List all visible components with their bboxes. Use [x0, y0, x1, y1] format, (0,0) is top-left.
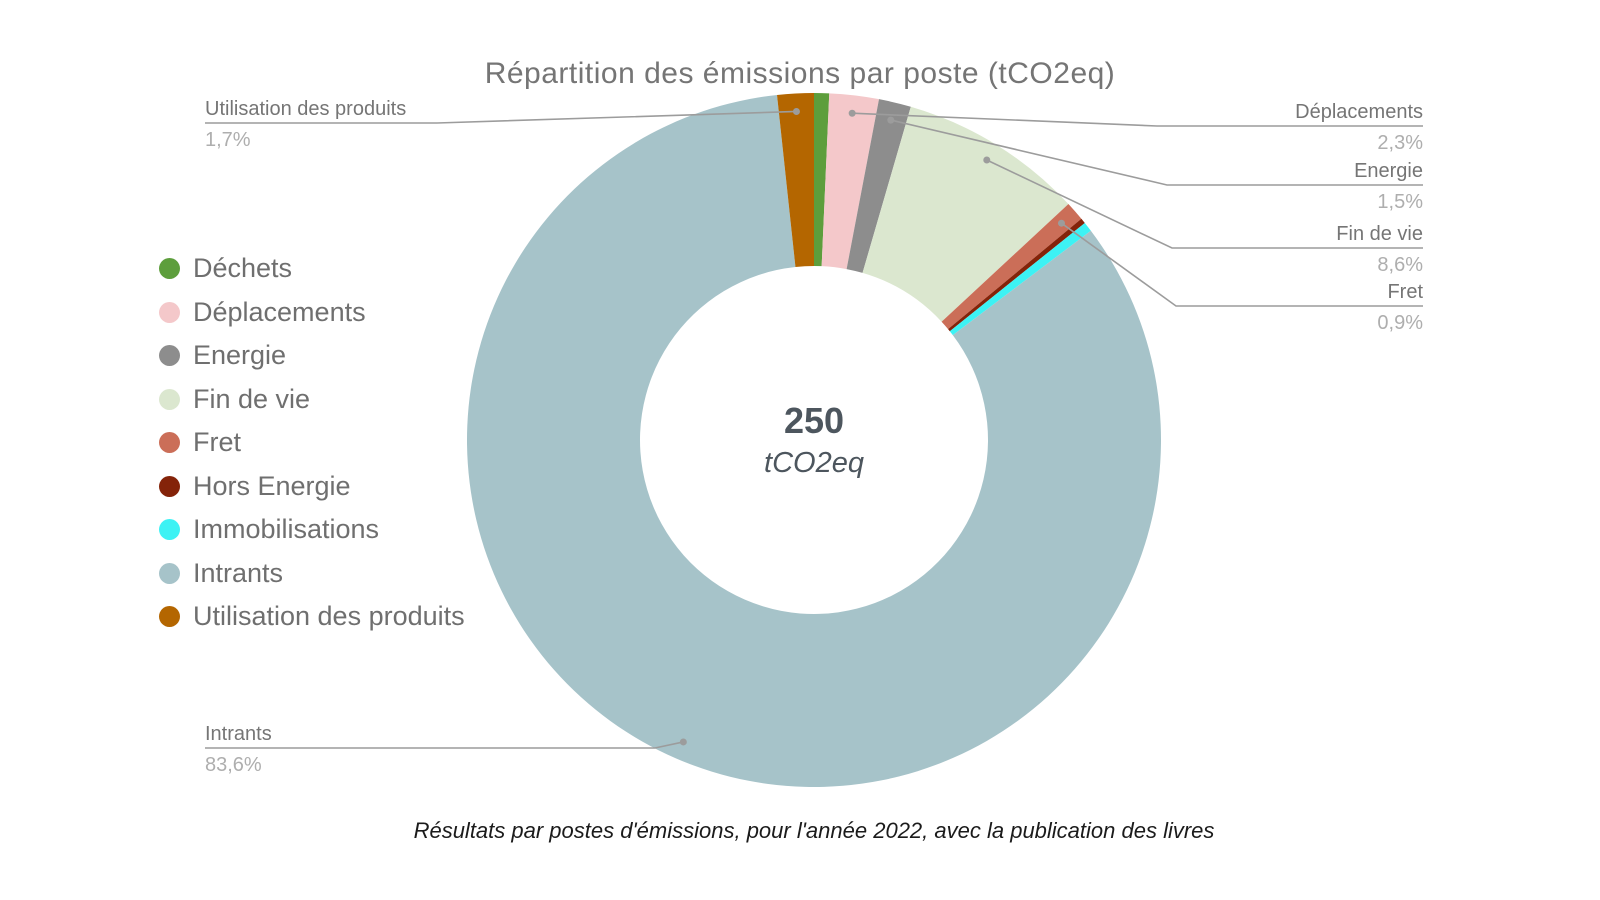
legend-item-energie: Energie	[159, 334, 465, 378]
legend-swatch-energie	[159, 345, 180, 367]
legend-swatch-deplacements	[159, 301, 180, 323]
legend-item-deplacements: Déplacements	[159, 291, 465, 335]
legend-label: Intrants	[193, 557, 284, 588]
slice-deplacements	[821, 93, 880, 270]
chart-caption: Résultats par postes d'émissions, pour l…	[413, 818, 1215, 843]
callout-label: Fret	[1387, 281, 1423, 303]
legend-swatch-hors-energie	[159, 475, 180, 497]
total-unit: tCO2eq	[764, 447, 864, 479]
legend-swatch-immobilisations	[159, 519, 180, 541]
slice-utilisation-des-produits	[777, 93, 814, 267]
leader-line-energie	[890, 119, 1423, 186]
callout-percentage: 1,7%	[205, 129, 251, 151]
callout-percentage: 1,5%	[1377, 191, 1423, 213]
callout-label: Intrants	[205, 723, 272, 745]
legend-swatch-fin-de-vie	[159, 388, 180, 410]
total-value: 250	[783, 400, 845, 441]
leader-dot-utilisation-des-produits	[792, 107, 800, 115]
slice-dechets	[814, 93, 830, 267]
slice-intrants	[467, 94, 1162, 788]
callout-percentage: 2,3%	[1377, 132, 1423, 154]
legend-label: Déplacements	[193, 296, 366, 327]
legend-item-intrants: Intrants	[159, 552, 465, 596]
legend-label: Energie	[193, 340, 287, 371]
legend-swatch-dechets	[159, 258, 180, 280]
leader-line-utilisation-des-produits	[205, 110, 797, 124]
legend-item-dechets: Déchets	[159, 247, 465, 291]
legend-label: Déchets	[193, 253, 293, 284]
callout-percentage: 0,9%	[1377, 312, 1423, 334]
legend-swatch-intrants	[159, 562, 180, 584]
legend-item-hors-energie: Hors Energie	[159, 465, 465, 509]
callout-label: Energie	[1354, 160, 1423, 182]
callout-label: Fin de vie	[1336, 223, 1423, 245]
legend-item-utilisation-des-produits: Utilisation des produits	[159, 595, 465, 639]
slice-fin-de-vie	[862, 106, 1069, 322]
callout-fret: Fret 0,9%	[1377, 280, 1423, 335]
leader-line-deplacements	[852, 112, 1423, 127]
callout-utilisation-des-produits: Utilisation des produits 1,7%	[205, 97, 406, 152]
slice-hors-energie	[948, 218, 1085, 332]
legend-swatch-fret	[159, 432, 180, 454]
legend-label: Hors Energie	[193, 470, 351, 501]
leader-dot-energie	[887, 116, 895, 124]
leader-dot-fret	[1057, 219, 1065, 227]
legend-swatch-utilisation-des-produits	[159, 606, 180, 628]
legend: Déchets Déplacements Energie Fin de vie …	[159, 247, 465, 639]
callout-label: Utilisation des produits	[205, 98, 407, 120]
donut-center-label: 250 tCO2eq	[764, 400, 864, 480]
callout-intrants: Intrants 83,6%	[205, 722, 272, 777]
leader-dot-intrants	[679, 738, 687, 746]
legend-label: Fret	[193, 427, 242, 458]
slice-fret	[941, 204, 1082, 330]
callout-label: Déplacements	[1295, 101, 1423, 123]
legend-label: Utilisation des produits	[193, 601, 465, 632]
chart-title: Répartition des émissions par poste (tCO…	[484, 57, 1116, 90]
leader-line-fret	[1061, 222, 1423, 307]
leader-line-fin-de-vie	[986, 159, 1423, 249]
legend-item-fret: Fret	[159, 421, 465, 465]
legend-label: Immobilisations	[193, 514, 380, 545]
leader-dot-fin-de-vie	[983, 156, 991, 164]
callout-percentage: 83,6%	[205, 754, 262, 776]
legend-item-immobilisations: Immobilisations	[159, 508, 465, 552]
callout-energie: Energie 1,5%	[1354, 159, 1423, 214]
leader-dot-deplacements	[848, 109, 856, 117]
callout-deplacements: Déplacements 2,3%	[1295, 100, 1423, 155]
legend-label: Fin de vie	[193, 383, 311, 414]
callout-fin-de-vie: Fin de vie 8,6%	[1336, 222, 1423, 277]
callout-percentage: 8,6%	[1377, 254, 1423, 276]
slice-immobilisations	[949, 223, 1091, 336]
leader-line-intrants	[205, 741, 684, 749]
slice-energie	[846, 99, 911, 273]
legend-item-fin-de-vie: Fin de vie	[159, 378, 465, 422]
